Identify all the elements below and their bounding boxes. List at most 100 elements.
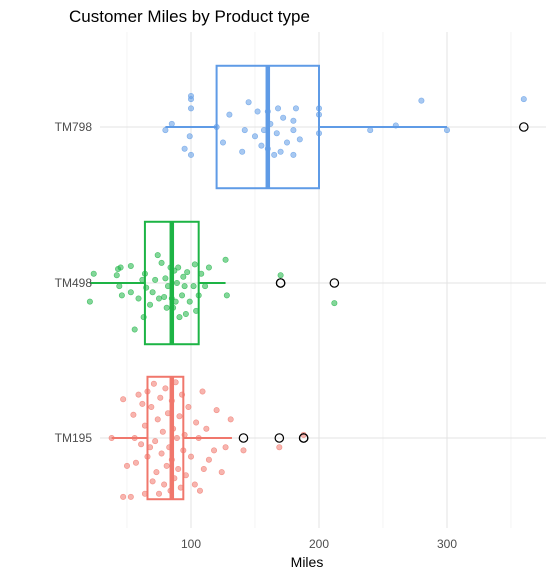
jitter-point — [147, 301, 154, 308]
jitter-point — [159, 428, 166, 435]
jitter-point — [124, 462, 131, 469]
jitter-point — [179, 292, 186, 299]
jitter-point — [205, 456, 212, 463]
jitter-point — [163, 304, 170, 311]
outlier-point — [298, 433, 309, 443]
jitter-point — [227, 416, 234, 423]
x-tick-labels: 100 200 300 — [181, 537, 457, 551]
jitter-point — [161, 293, 168, 300]
outlier-point — [329, 278, 340, 288]
outlier-point — [238, 433, 249, 443]
jitter-point — [135, 295, 142, 302]
jitter-point — [277, 272, 284, 279]
outlier-point — [518, 122, 529, 132]
jitter-point — [188, 96, 195, 103]
jitter-point — [175, 264, 182, 271]
jitter-point — [181, 145, 188, 152]
jitter-point — [188, 105, 195, 112]
jitter-point — [273, 130, 280, 137]
jitter-point — [202, 283, 209, 290]
jitter-point — [118, 292, 125, 299]
outlier-point — [274, 433, 285, 443]
jitter-point — [277, 148, 284, 155]
jitter-point — [283, 139, 290, 146]
jitter-point — [199, 388, 206, 395]
outlier-points — [238, 122, 529, 443]
jitter-point — [254, 108, 261, 115]
jitter-point — [252, 133, 259, 140]
jitter-point — [161, 481, 168, 488]
jitter-point — [135, 391, 142, 398]
jitter-point — [367, 127, 374, 134]
jitter-point — [175, 465, 182, 472]
jitter-point — [163, 462, 170, 469]
jitter-point — [120, 493, 127, 500]
jitter-point — [148, 403, 155, 410]
jitter-point — [196, 487, 203, 494]
jitter-point — [258, 142, 265, 149]
jitter-point — [292, 105, 299, 112]
jitter-point — [86, 298, 93, 305]
jitter-point — [245, 99, 252, 106]
jitter-point — [213, 407, 220, 414]
jitter-point — [152, 276, 159, 283]
jitter-point — [181, 283, 188, 290]
jitter-point — [186, 298, 193, 305]
jitter-points — [86, 93, 527, 500]
jitter-point — [220, 139, 227, 146]
box — [146, 375, 185, 501]
jitter-point — [176, 314, 183, 321]
jitter-point — [149, 289, 156, 296]
jitter-point — [296, 136, 303, 143]
jitter-point — [154, 252, 161, 259]
jitter-point — [184, 269, 191, 276]
jitter-point — [191, 481, 198, 488]
jitter-point — [168, 120, 175, 127]
x-tick-label: 100 — [181, 537, 201, 551]
y-tick-labels: TM195 TM498 TM798 — [55, 120, 93, 445]
jitter-point — [150, 380, 157, 387]
jitter-point — [222, 444, 229, 451]
jitter-point — [117, 264, 124, 271]
x-axis-title: Miles — [291, 554, 324, 570]
x-tick-label: 300 — [437, 537, 457, 551]
jitter-point — [203, 425, 210, 432]
jitter-point — [188, 453, 195, 460]
jitter-point — [205, 264, 212, 271]
jitter-point — [443, 127, 450, 134]
jitter-point — [90, 270, 97, 277]
jitter-point — [130, 411, 137, 418]
jitter-point — [162, 275, 169, 282]
jitter-point — [222, 256, 229, 263]
outlier-point — [275, 278, 286, 288]
jitter-point — [218, 469, 225, 476]
jitter-point — [200, 465, 207, 472]
jitter-point — [185, 403, 192, 410]
jitter-point — [113, 272, 120, 279]
jitter-point — [191, 261, 198, 268]
jitter-point — [132, 459, 139, 466]
jitter-point — [139, 400, 146, 407]
jitter-point — [127, 289, 134, 296]
jitter-point — [211, 447, 218, 454]
jitter-point — [156, 295, 163, 302]
jitter-point — [158, 450, 165, 457]
jitter-point — [290, 127, 297, 134]
jitter-point — [173, 434, 180, 441]
jitter-point — [280, 114, 287, 121]
jitter-point — [240, 447, 247, 454]
jitter-point — [226, 111, 233, 118]
jitter-point — [173, 279, 180, 286]
jitter-point — [127, 262, 134, 269]
jitter-point — [120, 396, 127, 403]
y-tick-label: TM798 — [55, 120, 93, 134]
jitter-point — [152, 438, 159, 445]
jitter-point — [162, 127, 169, 134]
jitter-point — [223, 292, 230, 299]
jitter-point — [241, 127, 248, 134]
jitter-point — [138, 441, 145, 448]
jitter-point — [156, 490, 163, 497]
y-tick-label: TM498 — [55, 276, 93, 290]
jitter-point — [182, 310, 189, 317]
